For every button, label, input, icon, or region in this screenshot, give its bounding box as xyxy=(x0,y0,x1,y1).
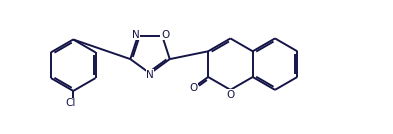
Text: N: N xyxy=(132,29,140,40)
Text: N: N xyxy=(146,70,154,80)
Text: O: O xyxy=(189,83,197,93)
Text: O: O xyxy=(226,90,235,100)
Text: Cl: Cl xyxy=(65,98,75,108)
Text: O: O xyxy=(161,29,169,40)
